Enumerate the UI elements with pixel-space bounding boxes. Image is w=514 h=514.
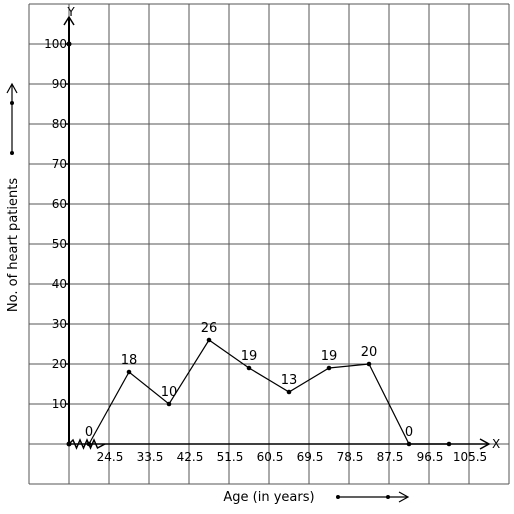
x-tick-label: 105.5	[453, 450, 487, 464]
y-tick-label: 60	[52, 197, 67, 211]
data-point	[366, 361, 372, 367]
data-label: 26	[201, 321, 218, 336]
grid	[28, 3, 510, 485]
y-axis-letter: Y	[66, 5, 75, 19]
data-label: 20	[361, 345, 378, 360]
y-axis-title: No. of heart patients	[6, 178, 21, 312]
data-labels: 0 18 10 26 19 13 19 20 0	[85, 321, 413, 440]
data-label: 13	[281, 373, 298, 388]
y-axis-arrowhead	[63, 15, 75, 26]
data-point	[246, 365, 252, 371]
x-tick-label: 78.5	[337, 450, 364, 464]
origin-point	[66, 441, 72, 447]
x-title-arrow-dot	[386, 495, 390, 499]
data-point	[166, 401, 172, 407]
data-point	[406, 441, 412, 447]
data-label: 10	[161, 385, 178, 400]
frequency-polygon-line	[88, 339, 449, 445]
x-tick-label: 51.5	[217, 450, 244, 464]
x-tick-label: 33.5	[137, 450, 164, 464]
data-point	[206, 337, 212, 343]
data-point	[446, 441, 452, 447]
data-label: 18	[121, 353, 138, 368]
data-point	[86, 441, 92, 447]
y-title-arrow-dot	[10, 101, 14, 105]
x-axis-letter: X	[492, 437, 500, 451]
data-point	[126, 369, 132, 375]
y-tick-label: 40	[52, 277, 67, 291]
x-tick-label: 42.5	[177, 450, 204, 464]
y-tick-label: 50	[52, 237, 67, 251]
y-tick-label: 80	[52, 117, 67, 131]
y-tick-label: 90	[52, 77, 67, 91]
x-axis-title: Age (in years)	[223, 490, 314, 505]
x-tick-label: 87.5	[377, 450, 404, 464]
y-tick-label: 70	[52, 157, 67, 171]
x-title-arrow-dot	[336, 495, 340, 499]
data-point	[286, 389, 292, 395]
x-tick-label: 69.5	[297, 450, 324, 464]
y-title-arrow-dot	[10, 151, 14, 155]
x-tick-label: 60.5	[257, 450, 284, 464]
data-label: 0	[85, 425, 93, 440]
axis-titles: Y X No. of heart patients Age (in years)	[6, 5, 500, 505]
data-label: 19	[241, 349, 258, 364]
series-line	[86, 337, 452, 447]
x-title-arrowhead	[398, 491, 410, 503]
y-tick-label: 100	[44, 37, 67, 51]
y-tick-label: 20	[52, 357, 67, 371]
x-axis-arrowhead	[479, 438, 491, 450]
data-label: 0	[405, 425, 413, 440]
x-tick-label: 24.5	[97, 450, 124, 464]
data-point	[326, 365, 332, 371]
data-label: 19	[321, 349, 338, 364]
y-tick-label: 30	[52, 317, 67, 331]
y-title-arrowhead	[6, 82, 18, 94]
y-tick-label: 10	[52, 397, 67, 411]
x-axis-break	[68, 438, 106, 450]
x-tick-label: 96.5	[417, 450, 444, 464]
